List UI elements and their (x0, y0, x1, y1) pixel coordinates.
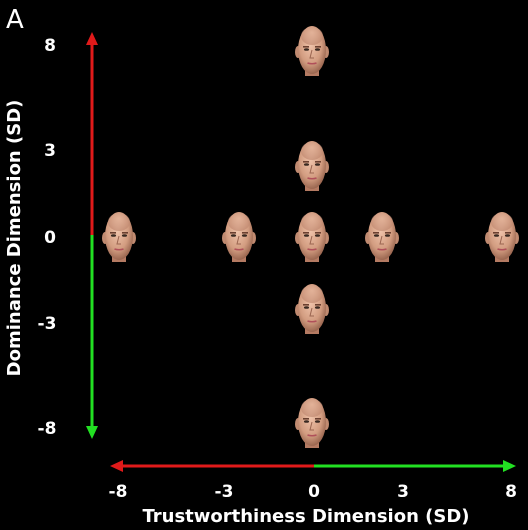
face-mouth (234, 248, 244, 251)
face-brow (315, 46, 321, 48)
face-brow (303, 304, 309, 306)
y-tick-labels: 8 3 0 -3 -8 (38, 36, 57, 439)
face-nose (236, 235, 241, 245)
face-eye (303, 306, 310, 309)
face-mouth (307, 62, 317, 65)
y-tick-label: -8 (38, 419, 57, 439)
face-eye (504, 234, 511, 237)
face-eye (303, 420, 310, 423)
face-scalp (491, 213, 513, 231)
panel-label: A (6, 5, 24, 35)
face-nose (499, 235, 504, 245)
face-stimulus (295, 398, 329, 448)
face-nose (309, 235, 314, 245)
y-tick-label: -3 (38, 314, 57, 334)
face-eye (384, 234, 391, 237)
face-nose (379, 235, 384, 245)
x-axis (110, 460, 516, 472)
face-nose (309, 49, 314, 59)
face-eye (314, 48, 321, 51)
y-tick-label: 3 (44, 141, 56, 161)
face-brow (303, 418, 309, 420)
x-tick-label: -8 (109, 482, 128, 502)
face-eye (493, 234, 500, 237)
face-scalp (371, 213, 393, 231)
y-tick-label: 8 (44, 36, 56, 56)
x-axis-right-arrowhead (503, 460, 516, 472)
face-brow (505, 232, 511, 234)
face-stimulus (295, 212, 329, 262)
face-brow (303, 46, 309, 48)
face-brow (315, 418, 321, 420)
face-scalp (108, 213, 130, 231)
face-eye (314, 163, 321, 166)
face-stimulus (295, 26, 329, 76)
face-eye (303, 163, 310, 166)
faces-layer (102, 26, 519, 448)
y-tick-label: 0 (44, 228, 56, 248)
face-eye (303, 48, 310, 51)
face-brow (373, 232, 379, 234)
face-scalp (301, 285, 323, 303)
y-axis-title: Dominance Dimension (SD) (4, 100, 25, 377)
x-tick-label: -3 (215, 482, 234, 502)
face-brow (242, 232, 248, 234)
face-scalp (301, 213, 323, 231)
face-brow (315, 232, 321, 234)
face-scalp (301, 142, 323, 160)
face-mouth (307, 248, 317, 251)
face-nose (309, 421, 314, 431)
face-stimulus (295, 284, 329, 334)
face-brow (493, 232, 499, 234)
face-stimulus (295, 141, 329, 191)
face-mouth (497, 248, 507, 251)
face-eye (314, 234, 321, 237)
face-scalp (301, 399, 323, 417)
face-mouth (307, 177, 317, 180)
face-eye (314, 420, 321, 423)
face-nose (309, 307, 314, 317)
y-axis-up-arrowhead (86, 32, 98, 45)
face-eye (373, 234, 380, 237)
face-mouth (377, 248, 387, 251)
face-mouth (307, 434, 317, 437)
face-eye (110, 234, 117, 237)
x-tick-label: 8 (505, 482, 517, 502)
x-tick-label: 3 (397, 482, 409, 502)
face-stimulus (485, 212, 519, 262)
y-axis (86, 32, 98, 439)
face-scalp (228, 213, 250, 231)
x-tick-label: 0 (308, 482, 320, 502)
face-brow (303, 232, 309, 234)
face-stimulus (102, 212, 136, 262)
face-stimulus (365, 212, 399, 262)
face-eye (230, 234, 237, 237)
face-eye (314, 306, 321, 309)
y-axis-down-arrowhead (86, 426, 98, 439)
face-mouth (307, 320, 317, 323)
face-eye (303, 234, 310, 237)
face-nose (116, 235, 121, 245)
face-eye (241, 234, 248, 237)
face-brow (122, 232, 128, 234)
face-brow (315, 161, 321, 163)
x-axis-left-arrowhead (110, 460, 123, 472)
x-tick-labels: -8 -3 0 3 8 (109, 482, 517, 502)
face-mouth (114, 248, 124, 251)
face-brow (385, 232, 391, 234)
face-stimulus (222, 212, 256, 262)
face-brow (110, 232, 116, 234)
face-scalp (301, 27, 323, 45)
face-eye (121, 234, 128, 237)
face-brow (230, 232, 236, 234)
face-brow (303, 161, 309, 163)
x-axis-title: Trustworthiness Dimension (SD) (142, 506, 469, 527)
face-brow (315, 304, 321, 306)
face-nose (309, 164, 314, 174)
